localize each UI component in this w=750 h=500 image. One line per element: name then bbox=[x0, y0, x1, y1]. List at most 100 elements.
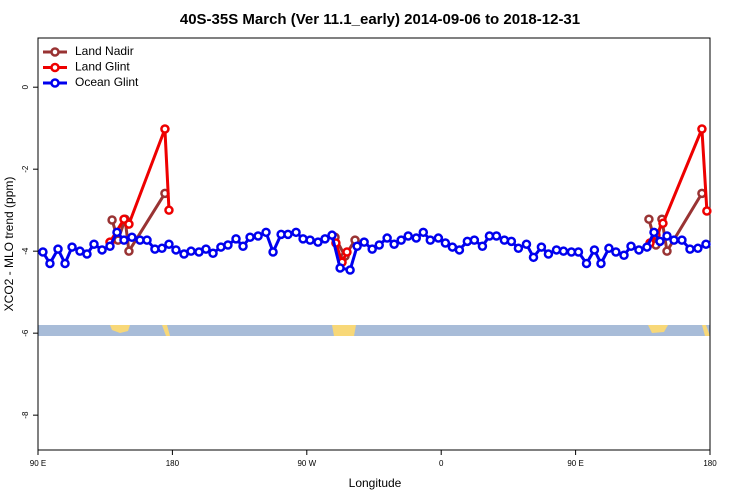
point bbox=[634, 245, 644, 255]
land-mask bbox=[332, 325, 356, 336]
point bbox=[60, 258, 70, 269]
point bbox=[693, 243, 703, 254]
point bbox=[53, 244, 63, 254]
point bbox=[454, 245, 465, 255]
land-mask bbox=[110, 325, 130, 333]
x-tick-label: 90 E bbox=[567, 459, 583, 468]
point bbox=[521, 239, 532, 249]
point bbox=[89, 239, 99, 249]
point bbox=[45, 258, 55, 269]
point bbox=[658, 218, 668, 229]
point bbox=[335, 263, 345, 273]
legend-marker bbox=[50, 78, 60, 88]
point bbox=[685, 244, 695, 254]
point bbox=[164, 239, 174, 249]
point bbox=[655, 236, 665, 247]
point bbox=[105, 241, 115, 252]
point bbox=[261, 227, 271, 238]
x-tick-label: 90 W bbox=[297, 459, 316, 468]
y-tick-label: -4 bbox=[21, 247, 30, 255]
point bbox=[433, 233, 444, 243]
point bbox=[342, 247, 352, 257]
legend-marker bbox=[50, 62, 60, 73]
point bbox=[536, 242, 547, 252]
legend-label: Land Glint bbox=[75, 60, 130, 74]
point bbox=[528, 252, 539, 263]
point bbox=[67, 242, 77, 252]
point bbox=[702, 206, 712, 216]
chart-title: 40S-35S March (Ver 11.1_early) 2014-09-0… bbox=[180, 11, 580, 28]
legend-label: Land Nadir bbox=[75, 44, 134, 58]
point bbox=[352, 241, 362, 252]
point bbox=[506, 236, 517, 247]
point bbox=[238, 241, 248, 252]
point bbox=[440, 238, 451, 248]
point bbox=[359, 237, 369, 247]
y-axis-label: XCO2 - MLO trend (ppm) bbox=[2, 177, 16, 312]
point bbox=[611, 247, 621, 257]
point bbox=[558, 246, 569, 256]
land-mask bbox=[702, 325, 710, 336]
point bbox=[418, 227, 429, 238]
series-line bbox=[108, 128, 709, 267]
point bbox=[327, 230, 337, 240]
point bbox=[581, 258, 592, 269]
point bbox=[697, 124, 707, 134]
point bbox=[208, 248, 218, 258]
point bbox=[345, 265, 355, 275]
point bbox=[142, 235, 152, 245]
point bbox=[403, 231, 413, 241]
point bbox=[677, 235, 687, 245]
y-tick-label: -6 bbox=[21, 329, 30, 337]
point bbox=[320, 234, 330, 244]
y-tick-label: -2 bbox=[21, 165, 30, 173]
point bbox=[642, 242, 652, 252]
point bbox=[157, 243, 167, 254]
series-line bbox=[110, 192, 704, 260]
point bbox=[411, 233, 422, 243]
point bbox=[124, 219, 134, 229]
land-mask bbox=[162, 325, 170, 336]
legend-marker bbox=[50, 47, 60, 57]
point bbox=[669, 235, 679, 245]
point bbox=[231, 234, 241, 244]
x-tick-label: 0 bbox=[439, 459, 444, 468]
point bbox=[313, 237, 323, 247]
point bbox=[112, 227, 122, 238]
point bbox=[662, 231, 672, 241]
point bbox=[513, 243, 524, 254]
point bbox=[97, 245, 107, 255]
point bbox=[171, 245, 181, 255]
point bbox=[382, 233, 392, 243]
y-tick-label: 0 bbox=[21, 84, 30, 89]
point bbox=[662, 246, 672, 256]
point bbox=[124, 246, 134, 256]
point bbox=[253, 231, 263, 241]
point bbox=[268, 247, 278, 257]
point bbox=[164, 205, 174, 215]
x-tick-label: 180 bbox=[166, 459, 180, 468]
point bbox=[389, 239, 399, 249]
point bbox=[626, 241, 636, 252]
point bbox=[374, 240, 384, 250]
land-mask bbox=[648, 325, 668, 333]
point bbox=[604, 243, 614, 254]
y-tick-label: -8 bbox=[21, 411, 30, 419]
point bbox=[491, 231, 502, 241]
land-mask-ocean bbox=[38, 325, 710, 336]
point bbox=[543, 249, 554, 259]
point bbox=[119, 235, 129, 245]
point bbox=[649, 227, 659, 238]
point bbox=[477, 241, 488, 252]
point bbox=[469, 235, 480, 245]
point bbox=[644, 214, 654, 224]
point bbox=[396, 235, 406, 245]
x-tick-label: 180 bbox=[703, 459, 717, 468]
point bbox=[283, 229, 293, 240]
point bbox=[186, 246, 196, 256]
legend-label: Ocean Glint bbox=[75, 75, 139, 89]
point bbox=[245, 232, 255, 242]
point bbox=[596, 258, 606, 269]
point bbox=[619, 250, 629, 261]
